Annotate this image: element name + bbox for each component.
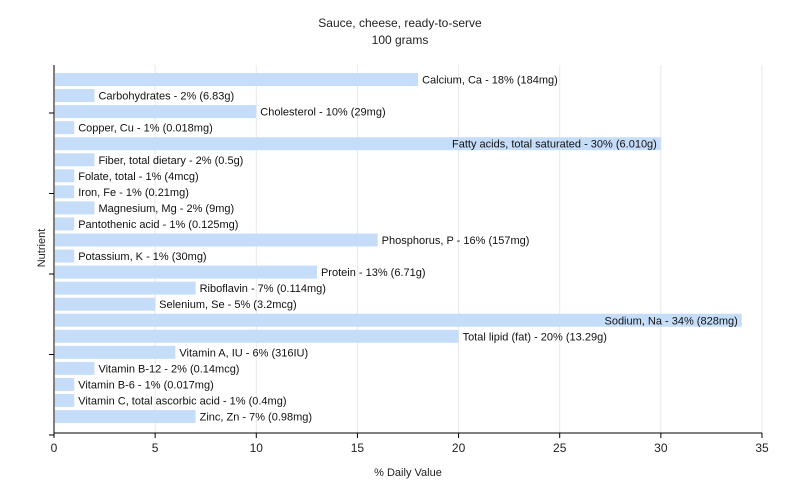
bar-16 <box>55 329 459 343</box>
bar-label-16: Total lipid (fat) - 20% (13.29g) <box>463 331 607 343</box>
bar-label-14: Selenium, Se - 5% (3.2mcg) <box>159 299 297 311</box>
bar-18 <box>55 361 95 375</box>
bar-label-19: Vitamin B-6 - 1% (0.017mg) <box>78 379 214 391</box>
x-tick-label-2: 10 <box>250 441 264 455</box>
bar-21 <box>55 410 196 424</box>
bar-label-0: Calcium, Ca - 18% (184mg) <box>422 75 558 87</box>
bar-13 <box>55 281 196 295</box>
bar-label-9: Pantothenic acid - 1% (0.125mg) <box>78 219 238 231</box>
x-tick-label-7: 35 <box>755 441 769 455</box>
bar-12 <box>55 265 317 279</box>
bar-label-7: Iron, Fe - 1% (0.21mg) <box>78 187 189 199</box>
bar-4 <box>55 137 661 151</box>
bar-7 <box>55 185 75 199</box>
bar-label-4: Fatty acids, total saturated - 30% (6.01… <box>452 139 657 151</box>
x-tick-label-0: 0 <box>51 441 58 455</box>
bar-2 <box>55 105 257 119</box>
bar-label-13: Riboflavin - 7% (0.114mg) <box>200 283 326 295</box>
y-axis-label: Nutrient <box>36 229 48 268</box>
grid-lines <box>154 65 763 433</box>
chart-title: Sauce, cheese, ready-to-serve <box>318 16 482 30</box>
bar-label-11: Potassium, K - 1% (30mg) <box>78 251 206 263</box>
bar-11 <box>55 249 75 263</box>
bar-label-6: Folate, total - 1% (4mcg) <box>78 171 198 183</box>
bar-1 <box>55 89 95 103</box>
bars <box>55 73 742 424</box>
bar-label-20: Vitamin C, total ascorbic acid - 1% (0.4… <box>78 396 286 408</box>
x-axis-label: % Daily Value <box>374 467 442 479</box>
bar-label-15: Sodium, Na - 34% (828mg) <box>604 315 737 327</box>
chart-subtitle: 100 grams <box>372 33 429 47</box>
bar-5 <box>55 153 95 167</box>
bar-19 <box>55 377 75 391</box>
bar-label-18: Vitamin B-12 - 2% (0.14mcg) <box>98 363 239 375</box>
bar-label-1: Carbohydrates - 2% (6.83g) <box>98 91 234 103</box>
bar-label-17: Vitamin A, IU - 6% (316IU) <box>179 347 308 359</box>
bar-20 <box>55 394 75 407</box>
bar-14 <box>55 297 156 311</box>
bar-label-8: Magnesium, Mg - 2% (9mg) <box>98 203 234 215</box>
bar-10 <box>55 233 378 247</box>
bar-3 <box>55 121 75 135</box>
bar-label-2: Cholesterol - 10% (29mg) <box>260 107 385 119</box>
bar-9 <box>55 217 75 231</box>
bar-0 <box>55 73 419 86</box>
bar-label-12: Protein - 13% (6.71g) <box>321 267 426 279</box>
bar-label-5: Fiber, total dietary - 2% (0.5g) <box>98 155 243 167</box>
bar-labels: Calcium, Ca - 18% (184mg) Carbohydrates -… <box>78 75 738 424</box>
x-tick-label-5: 25 <box>553 441 567 455</box>
x-tick-label-3: 15 <box>351 441 365 455</box>
x-tick-label-4: 20 <box>452 441 466 455</box>
x-tick-label-6: 30 <box>654 441 668 455</box>
axes: 0 5 10 15 20 25 30 35 <box>49 65 769 455</box>
bar-6 <box>55 169 75 183</box>
bar-8 <box>55 201 95 215</box>
x-tick-label-1: 5 <box>152 441 159 455</box>
bar-17 <box>55 345 176 359</box>
bar-label-3: Copper, Cu - 1% (0.018mg) <box>78 123 213 135</box>
bar-label-10: Phosphorus, P - 16% (157mg) <box>382 235 530 247</box>
bar-15 <box>55 313 742 327</box>
bar-label-21: Zinc, Zn - 7% (0.98mg) <box>200 412 312 424</box>
